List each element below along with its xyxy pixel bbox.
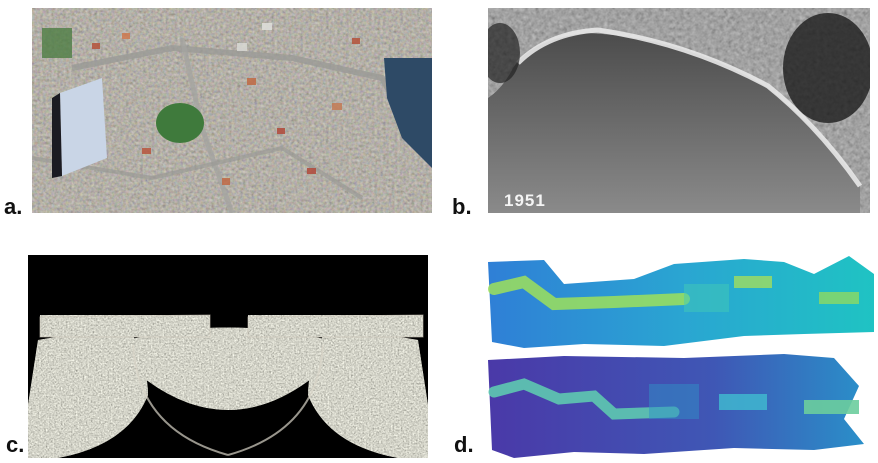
year-label: 1951 [504,191,546,210]
panel-a-label: a. [4,194,23,219]
panel-d-label: d. [454,432,474,457]
panel-b-label: b. [452,194,472,219]
point-cloud-render [28,255,428,458]
panel-c-label: c. [6,432,25,457]
historic-aerial-photo: 1951 [488,8,870,213]
bathymetry-maps [484,254,878,460]
satellite-town-image [32,8,432,213]
